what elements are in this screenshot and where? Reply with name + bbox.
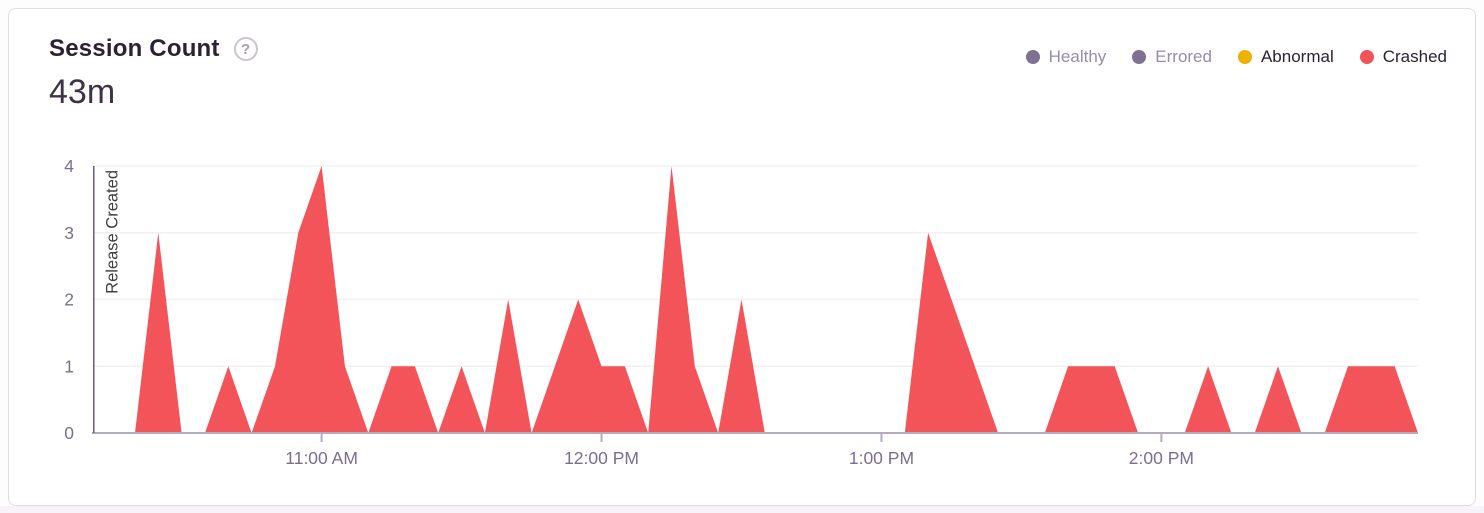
legend-item-errored[interactable]: Errored bbox=[1132, 47, 1212, 67]
session-count-card: Session Count ? 43m Healthy Errored Abnorm… bbox=[8, 8, 1476, 506]
legend-item-abnormal[interactable]: Abnormal bbox=[1237, 47, 1334, 67]
x-tick-label: 11:00 AM bbox=[285, 448, 358, 468]
y-tick-label: 3 bbox=[64, 223, 74, 243]
y-tick-label: 0 bbox=[64, 423, 74, 443]
legend-dot-crashed bbox=[1359, 50, 1374, 64]
y-tick-label: 4 bbox=[64, 156, 74, 176]
release-marker-label: Release Created bbox=[103, 170, 121, 294]
y-tick-label: 1 bbox=[64, 356, 74, 376]
page-background-strip bbox=[0, 506, 1484, 513]
help-icon[interactable]: ? bbox=[233, 37, 258, 61]
legend: Healthy Errored Abnormal Crashed bbox=[1025, 47, 1447, 67]
legend-dot-abnormal bbox=[1237, 50, 1252, 64]
legend-dot-healthy bbox=[1025, 50, 1040, 64]
legend-label: Healthy bbox=[1048, 47, 1107, 66]
x-tick-label: 1:00 PM bbox=[849, 448, 914, 468]
session-total-value: 43m bbox=[49, 73, 116, 111]
card-header: Session Count ? bbox=[49, 35, 258, 63]
legend-item-crashed[interactable]: Crashed bbox=[1359, 47, 1447, 67]
x-tick-label: 12:00 PM bbox=[564, 448, 639, 468]
x-tick-label: 2:00 PM bbox=[1129, 448, 1194, 468]
legend-label: Errored bbox=[1155, 47, 1212, 66]
legend-item-healthy[interactable]: Healthy bbox=[1025, 47, 1107, 67]
card-title: Session Count bbox=[49, 35, 220, 62]
legend-label: Abnormal bbox=[1260, 47, 1334, 66]
legend-dot-errored bbox=[1132, 50, 1147, 64]
y-tick-label: 2 bbox=[64, 290, 74, 310]
crashed-area-series[interactable] bbox=[93, 166, 1418, 433]
legend-label: Crashed bbox=[1382, 47, 1447, 66]
